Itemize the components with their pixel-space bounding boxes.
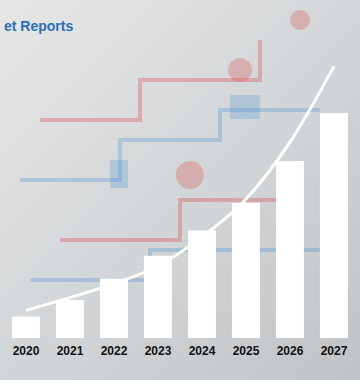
- html-text:et Reports: et Reports: [4, 18, 74, 34]
- svg-text:2027: 2027: [321, 344, 348, 358]
- svg-text:2025: 2025: [233, 344, 260, 358]
- svg-text:2022: 2022: [101, 344, 128, 358]
- svg-text:2024: 2024: [189, 344, 216, 358]
- svg-text:2020: 2020: [13, 344, 40, 358]
- svg-text:2021: 2021: [57, 344, 84, 358]
- svg-text:2023: 2023: [145, 344, 172, 358]
- svg-text:2026: 2026: [277, 344, 304, 358]
